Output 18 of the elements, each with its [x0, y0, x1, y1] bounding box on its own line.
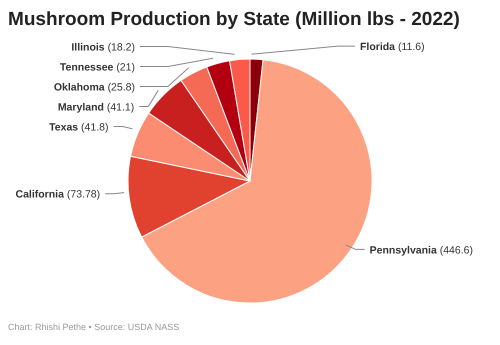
- data-label: (11.6): [395, 41, 425, 54]
- slice-label: Pennsylvania: [370, 244, 437, 256]
- slice-label: Tennessee: [60, 61, 114, 74]
- data-label: (41.1): [104, 101, 134, 114]
- slice-label: Texas: [49, 121, 78, 134]
- data-label: (73.78): [64, 188, 100, 201]
- slice-label: Florida: [360, 41, 396, 54]
- data-label: (25.8): [104, 81, 135, 94]
- data-label: (446.6): [436, 244, 474, 256]
- slice-label: Illinois: [71, 41, 105, 54]
- data-label: (18.2): [104, 41, 135, 54]
- data-label: (41.8): [78, 121, 108, 134]
- slice-label: California: [16, 188, 64, 201]
- slice-label: Maryland: [58, 101, 104, 114]
- text: Chart: Rhishi Pethe • Source: USDA NASS: [8, 322, 180, 332]
- chart-title: Mushroom Production by State (Million lbs - 2022): [8, 8, 461, 32]
- slice-label: Oklahoma: [54, 81, 105, 94]
- data-label: (21): [113, 61, 135, 74]
